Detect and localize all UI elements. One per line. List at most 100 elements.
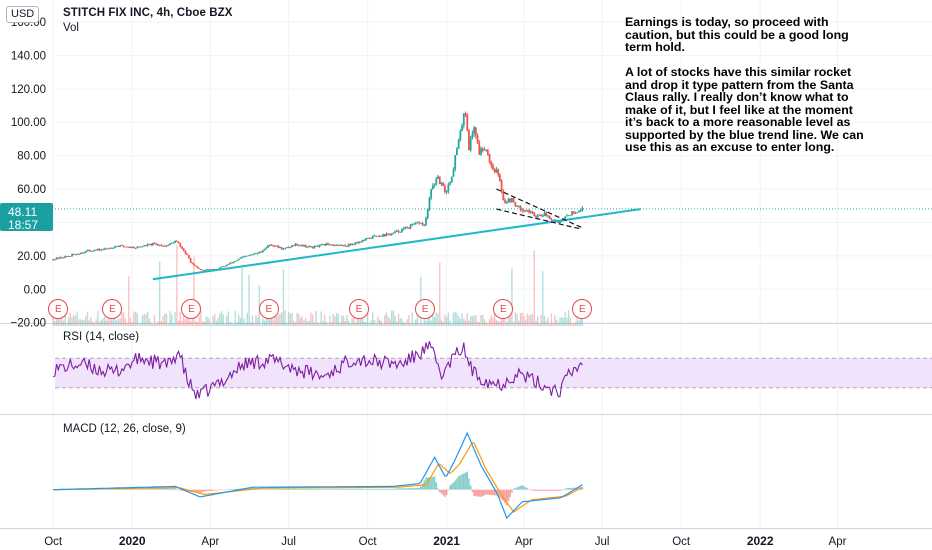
macd-histogram-bar bbox=[402, 488, 405, 490]
volume-bar bbox=[349, 323, 352, 326]
candle bbox=[528, 210, 530, 213]
macd-histogram-bar bbox=[258, 488, 261, 490]
volume-bar bbox=[358, 318, 360, 326]
candle bbox=[65, 256, 68, 257]
earnings-marker[interactable]: E bbox=[572, 299, 593, 319]
candle bbox=[418, 222, 421, 224]
macd-histogram-bar bbox=[469, 485, 472, 490]
candle bbox=[280, 247, 283, 250]
volume-bar bbox=[308, 320, 310, 326]
volume-bar bbox=[158, 261, 161, 326]
candle bbox=[182, 248, 185, 252]
volume-bar bbox=[375, 323, 377, 326]
candle bbox=[291, 245, 293, 247]
candle bbox=[514, 202, 517, 206]
candle bbox=[402, 228, 405, 230]
volume-bar bbox=[189, 321, 192, 326]
wedge-line bbox=[496, 208, 582, 230]
candle bbox=[349, 243, 352, 245]
macd-histogram-bar bbox=[406, 488, 408, 490]
macd-histogram-bar bbox=[521, 485, 524, 490]
macd-histogram-bar bbox=[136, 488, 139, 490]
volume-bar bbox=[454, 312, 456, 326]
macd-histogram-bar bbox=[445, 489, 448, 496]
volume-bar bbox=[416, 311, 419, 326]
macd-histogram-bar bbox=[217, 489, 219, 491]
candle bbox=[486, 149, 489, 155]
macd-histogram-bar bbox=[418, 487, 420, 490]
volume-bar bbox=[143, 313, 145, 326]
volume-bar bbox=[366, 310, 369, 326]
candle bbox=[150, 244, 152, 246]
volume-bar bbox=[451, 323, 453, 326]
candle bbox=[74, 254, 77, 256]
volume-bar bbox=[404, 322, 407, 326]
candle bbox=[411, 224, 414, 226]
volume-bar bbox=[323, 314, 326, 326]
volume-bar bbox=[490, 315, 492, 326]
macd-histogram-bar bbox=[507, 489, 510, 502]
time-tick-label: Oct bbox=[44, 536, 63, 548]
candle bbox=[473, 127, 476, 134]
macd-histogram-bar bbox=[303, 488, 305, 490]
earnings-marker[interactable]: E bbox=[102, 299, 123, 319]
volume-bar bbox=[313, 322, 316, 326]
volume-bar bbox=[260, 323, 262, 326]
candle bbox=[119, 245, 122, 247]
candle bbox=[186, 253, 189, 256]
earnings-marker[interactable]: E bbox=[181, 299, 202, 319]
candle bbox=[134, 247, 137, 249]
earnings-marker[interactable]: E bbox=[48, 299, 69, 319]
candle bbox=[461, 125, 463, 131]
candle bbox=[167, 244, 170, 246]
macd-histogram-bar bbox=[514, 487, 517, 490]
volume-bar bbox=[382, 323, 384, 326]
candle bbox=[133, 246, 135, 249]
macd-label: MACD (12, 26, close, 9) bbox=[63, 423, 186, 435]
candle bbox=[416, 222, 419, 224]
macd-histogram-bar bbox=[114, 489, 116, 490]
candle bbox=[492, 165, 494, 170]
candle bbox=[485, 149, 488, 151]
earnings-marker[interactable]: E bbox=[493, 299, 514, 319]
volume-bar bbox=[160, 320, 163, 326]
volume-bar bbox=[81, 319, 84, 326]
macd-histogram-bar bbox=[519, 485, 522, 490]
macd-histogram-bar bbox=[267, 488, 269, 490]
volume-bar bbox=[244, 323, 247, 326]
volume-bar bbox=[547, 317, 549, 326]
earnings-marker[interactable]: E bbox=[348, 299, 369, 319]
earnings-marker[interactable]: E bbox=[258, 299, 279, 319]
candle bbox=[376, 235, 379, 237]
signal-line bbox=[53, 441, 583, 513]
macd-histogram-bar bbox=[155, 488, 158, 490]
macd-histogram-bar bbox=[337, 488, 340, 490]
macd-histogram-bar bbox=[322, 488, 324, 490]
currency-button[interactable]: USD bbox=[6, 6, 40, 23]
volume-bar bbox=[414, 319, 417, 326]
macd-histogram-bar bbox=[475, 489, 477, 497]
volume-bar bbox=[212, 316, 214, 326]
macd-histogram-bar bbox=[176, 489, 178, 490]
candle bbox=[253, 253, 256, 255]
candle bbox=[261, 250, 264, 253]
volume-bar bbox=[134, 311, 137, 326]
macd-histogram-bar bbox=[554, 489, 556, 491]
candle bbox=[200, 268, 202, 270]
volume-bar bbox=[456, 312, 458, 326]
macd-histogram-bar bbox=[200, 489, 202, 493]
volume-bar bbox=[329, 315, 331, 326]
annotation-note[interactable]: Earnings is today, so proceed with cauti… bbox=[625, 15, 864, 154]
volume-bar bbox=[236, 322, 238, 326]
macd-histogram-bar bbox=[560, 489, 563, 491]
macd-histogram-bar bbox=[308, 488, 310, 490]
candle bbox=[303, 245, 305, 247]
volume-bar bbox=[334, 316, 336, 326]
macd-histogram-bar bbox=[428, 477, 431, 490]
volume-bar bbox=[277, 314, 279, 326]
earnings-marker[interactable]: E bbox=[415, 299, 436, 319]
candle bbox=[385, 233, 388, 236]
volume-bar bbox=[116, 320, 118, 326]
candle bbox=[361, 240, 364, 243]
